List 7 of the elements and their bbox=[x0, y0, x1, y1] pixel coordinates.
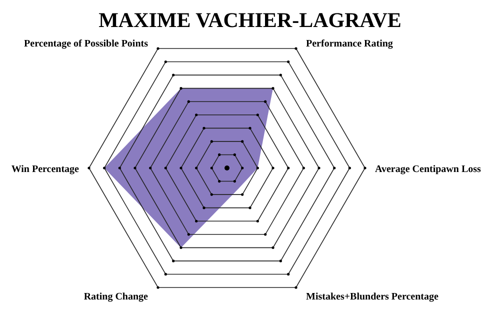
spoke-label: Percentage of Possible Points bbox=[24, 38, 148, 50]
spoke-label: Performance Rating bbox=[306, 38, 393, 50]
spoke-label: Mistakes+Blunders Percentage bbox=[306, 292, 440, 303]
spoke-label: Rating Change bbox=[84, 292, 149, 303]
spoke-label: Win Percentage bbox=[11, 164, 80, 175]
chart-title: MAXIME VACHIER-LAGRAVE bbox=[98, 8, 402, 32]
spoke-label: Average Centipawn Loss bbox=[375, 164, 482, 175]
